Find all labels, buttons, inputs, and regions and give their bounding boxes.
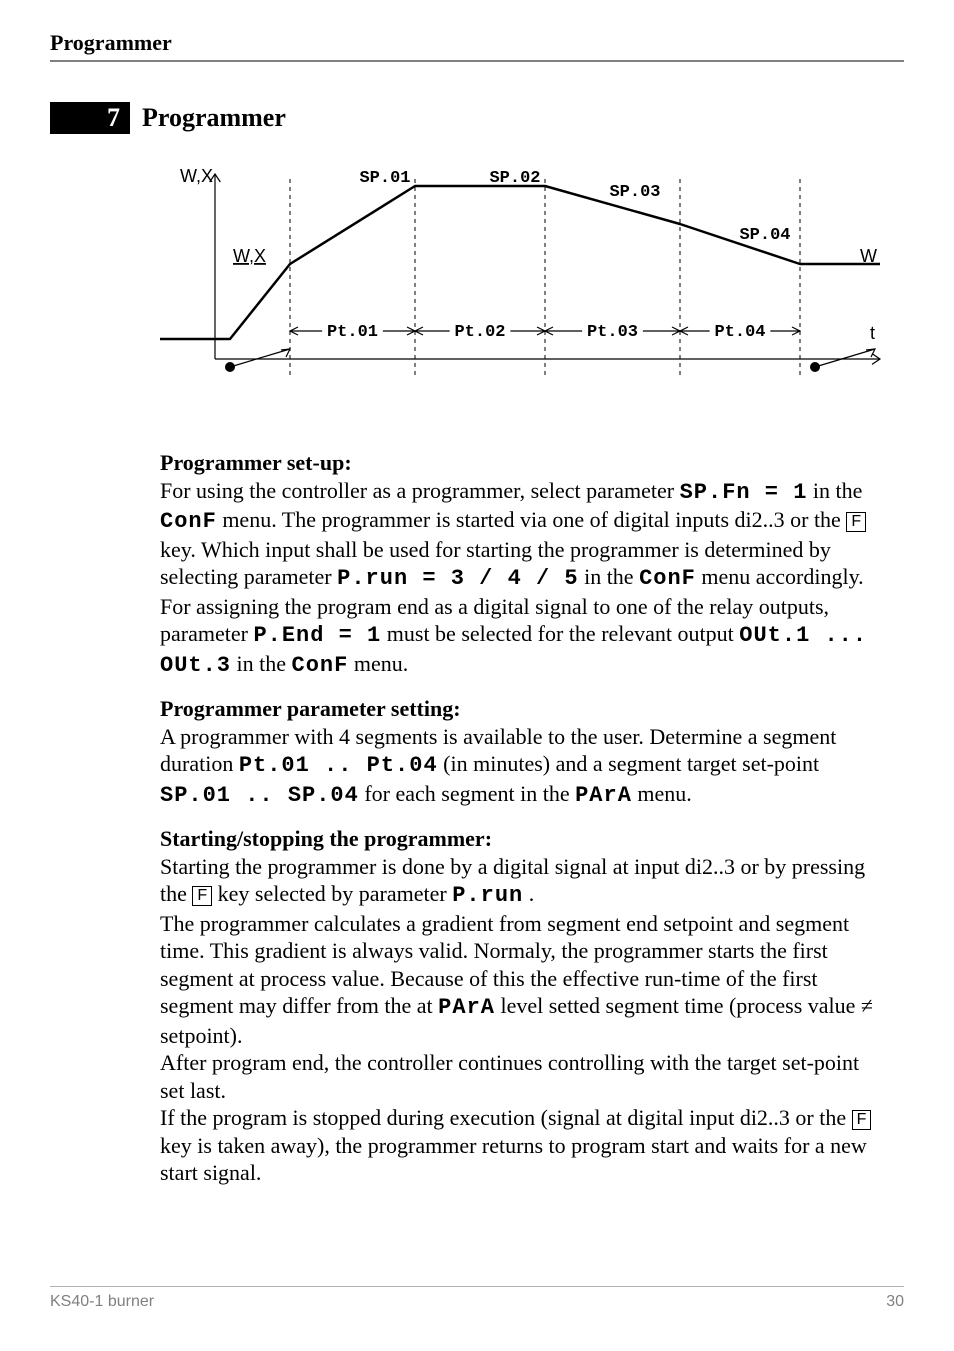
svg-text:W,X: W,X (233, 246, 266, 266)
chapter-title: Programmer (142, 103, 286, 133)
svg-text:Pt.04: Pt.04 (714, 323, 765, 342)
svg-text:SP.02: SP.02 (489, 169, 540, 188)
svg-text:t: t (870, 323, 875, 343)
f-key-icon: F (846, 512, 866, 532)
chapter-number-box: 7 (50, 102, 130, 134)
startstop-paragraph-4: If the program is stopped during executi… (160, 1104, 884, 1187)
svg-text:W: W (860, 246, 877, 266)
svg-text:Pt.03: Pt.03 (587, 323, 638, 342)
startstop-paragraph-3: After program end, the controller contin… (160, 1049, 884, 1104)
seg-sp-range: SP.01 .. SP.04 (160, 783, 359, 808)
svg-text:SP.03: SP.03 (609, 183, 660, 202)
page-header: Programmer (50, 30, 904, 56)
svg-text:SP.01: SP.01 (359, 169, 410, 188)
body-content: Programmer set-up: For using the control… (160, 449, 884, 1187)
seg-pend: P.End = 1 (253, 623, 381, 648)
seg-prun: P.run (452, 883, 523, 908)
seg-para-1: PArA (575, 783, 632, 808)
chapter-heading: 7 Programmer (50, 102, 904, 134)
programmer-diagram: SP.01 SP.02 SP.03 SP.04 Pt.01 Pt.02 Pt.03 Pt.04… (160, 164, 904, 419)
seg-spfn: SP.Fn = 1 (680, 480, 808, 505)
svg-text:SP.04: SP.04 (739, 226, 790, 245)
setup-title: Programmer set-up (160, 450, 344, 475)
f-key-icon: F (192, 886, 212, 906)
seg-conf-2: ConF (639, 566, 696, 591)
startstop-title: Starting/stopping the programmer: (160, 825, 884, 853)
header-divider (50, 60, 904, 62)
page-footer: KS40-1 burner 30 (50, 1286, 904, 1311)
f-key-icon: F (852, 1110, 872, 1130)
setup-paragraph-1: For using the controller as a programmer… (160, 477, 884, 593)
seg-pt-range: Pt.01 .. Pt.04 (239, 753, 438, 778)
params-paragraph: A programmer with 4 segments is availabl… (160, 723, 884, 810)
seg-conf-1: ConF (160, 509, 217, 534)
seg-para-2: PArA (438, 995, 495, 1020)
startstop-paragraph-2: The programmer calculates a gradient fro… (160, 910, 884, 1050)
setup-paragraph-2: For assigning the program end as a digit… (160, 593, 884, 680)
startstop-paragraph-1: Starting the programmer is done by a dig… (160, 853, 884, 910)
svg-text:W,X: W,X (180, 166, 213, 186)
svg-text:Pt.01: Pt.01 (327, 323, 378, 342)
params-title: Programmer parameter setting: (160, 695, 884, 723)
seg-conf-3: ConF (292, 653, 349, 678)
footer-page-number: 30 (886, 1293, 904, 1311)
svg-text:Pt.02: Pt.02 (454, 323, 505, 342)
seg-prun-eq: P.run = 3 / 4 / 5 (337, 566, 578, 591)
footer-doc-title: KS40-1 burner (50, 1293, 886, 1311)
